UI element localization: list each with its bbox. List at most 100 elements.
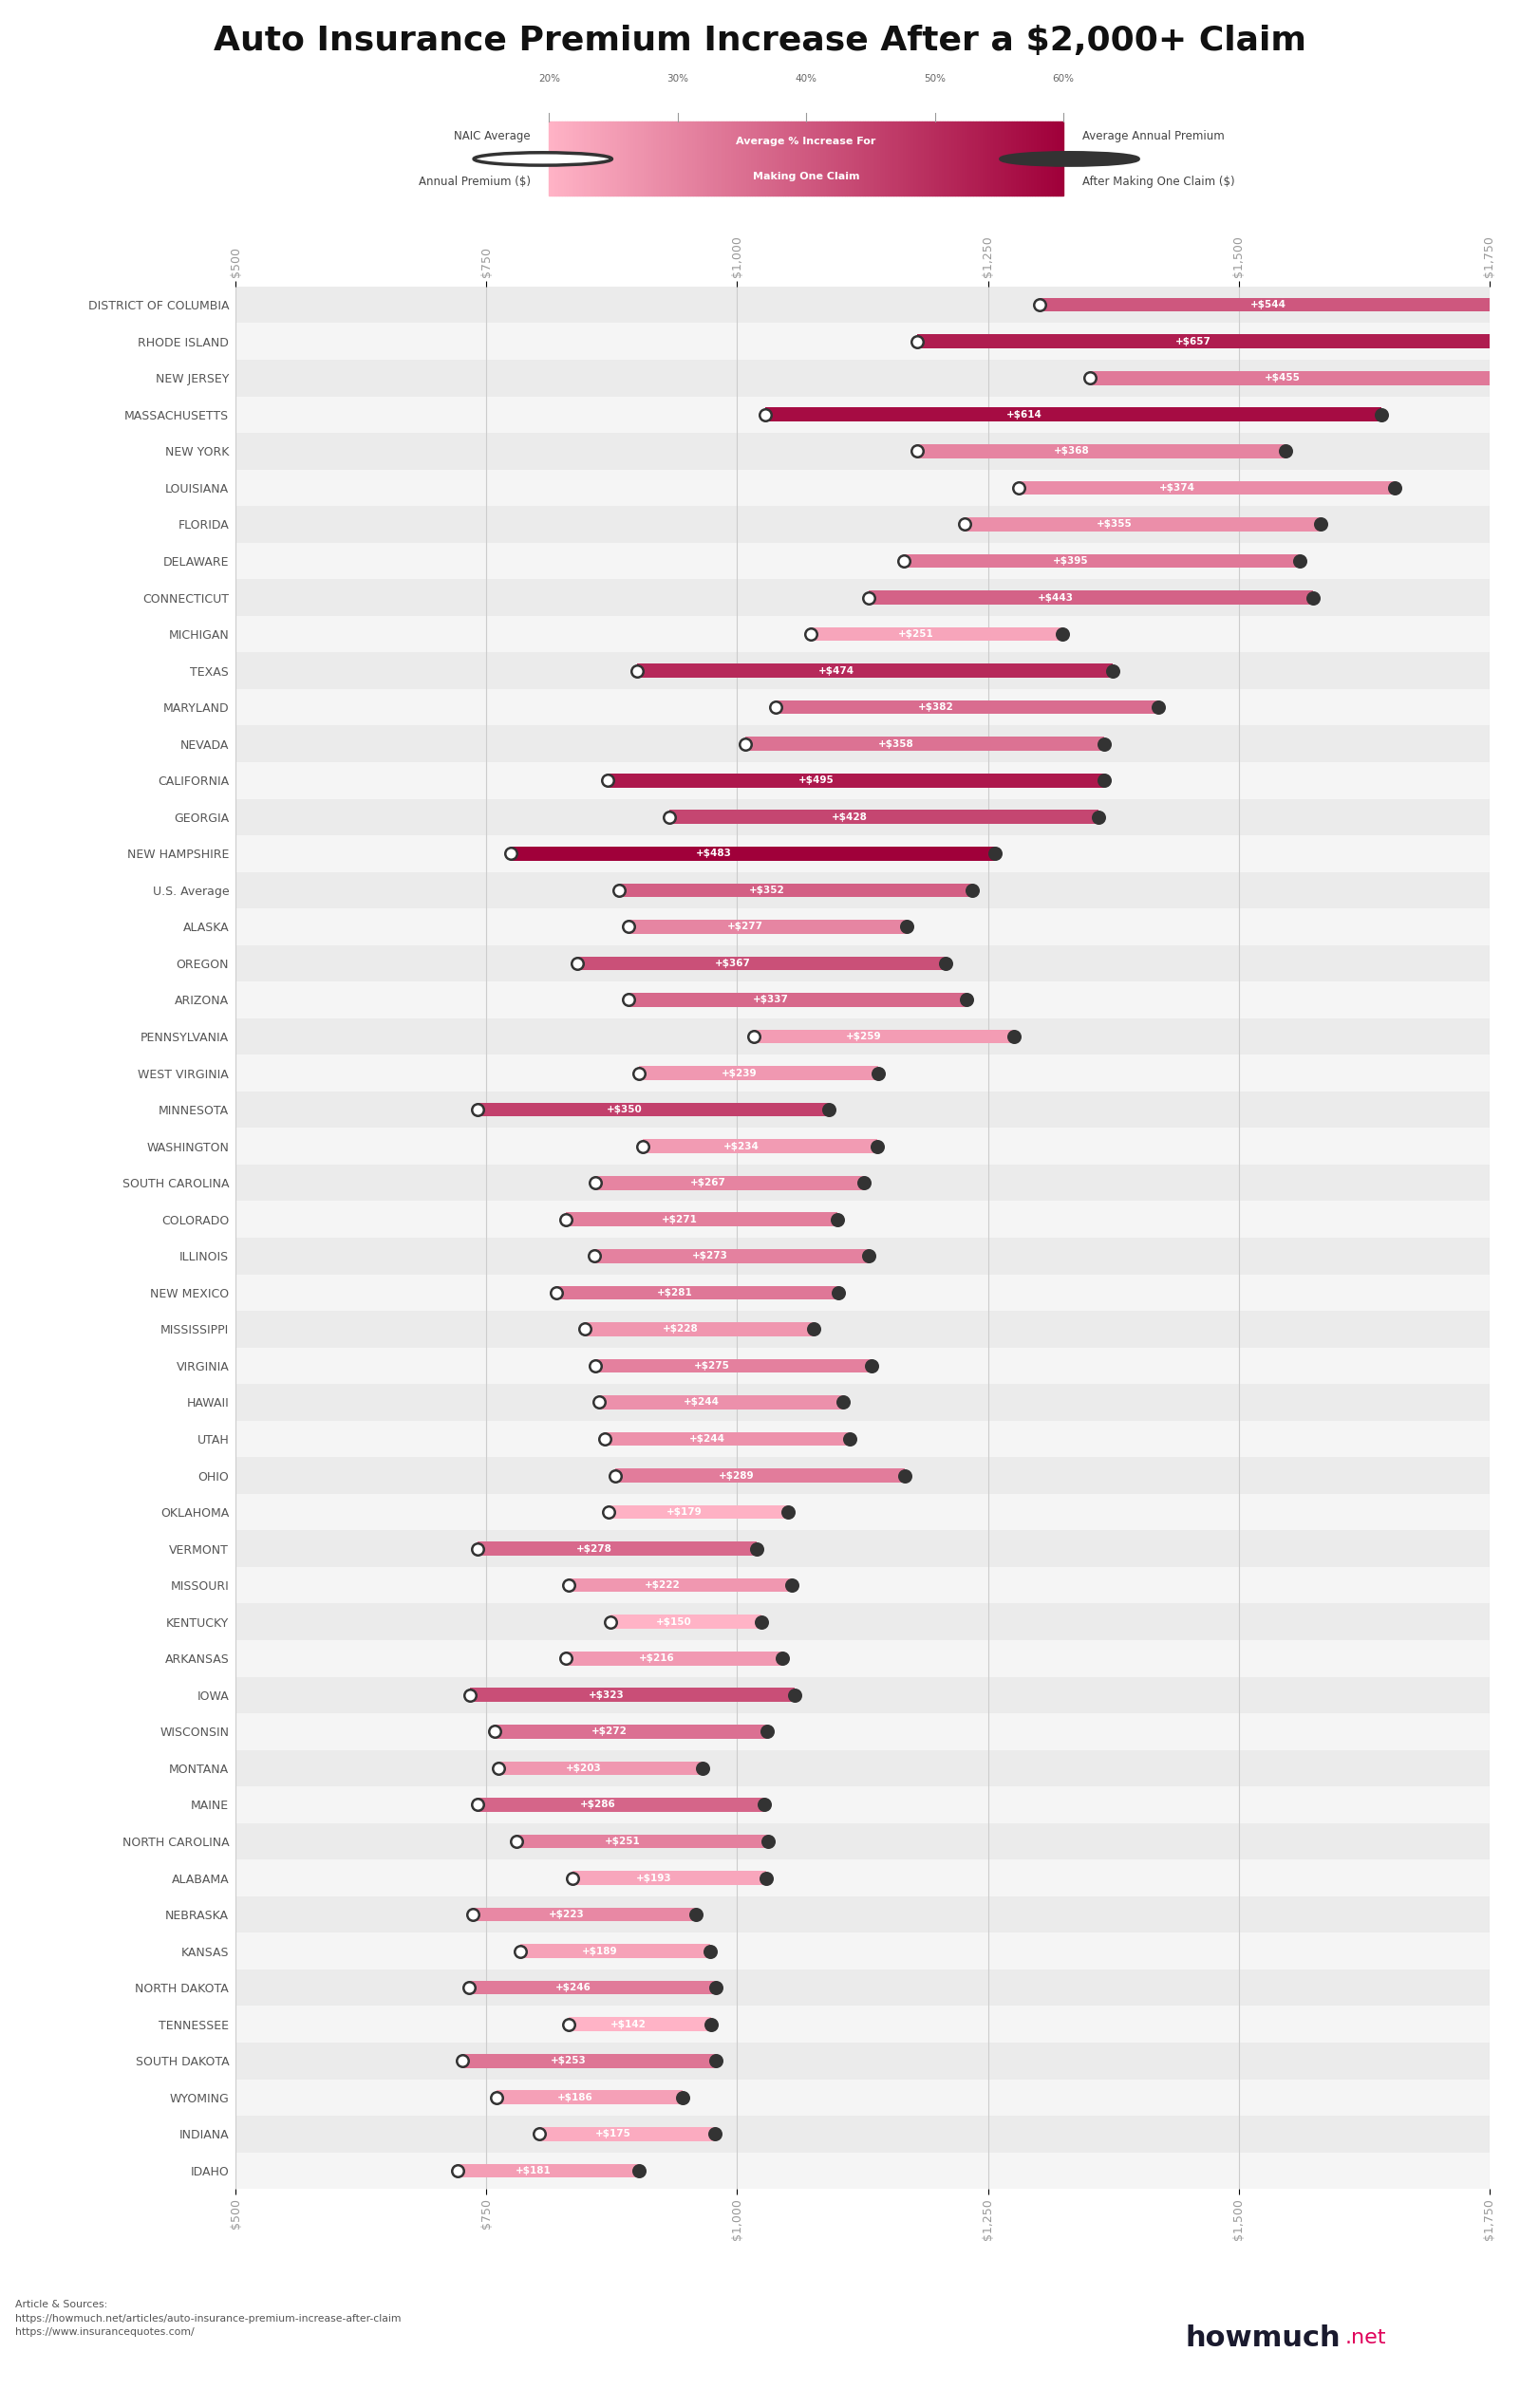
Bar bbox=[904, 123, 906, 195]
Text: +$251: +$251 bbox=[898, 628, 935, 638]
Bar bbox=[599, 1394, 844, 1409]
Bar bbox=[236, 1640, 1490, 1676]
Bar bbox=[236, 1568, 1490, 1604]
Bar bbox=[786, 123, 789, 195]
Bar bbox=[236, 1421, 1490, 1457]
Bar bbox=[568, 1577, 792, 1592]
Bar bbox=[863, 123, 865, 195]
Bar bbox=[701, 123, 704, 195]
Text: Article & Sources:
https://howmuch.net/articles/auto-insurance-premium-increase-: Article & Sources: https://howmuch.net/a… bbox=[15, 2300, 401, 2338]
Bar bbox=[236, 763, 1490, 799]
Bar bbox=[898, 123, 901, 195]
Bar bbox=[236, 1202, 1490, 1238]
Bar bbox=[988, 123, 991, 195]
Bar bbox=[924, 123, 927, 195]
Bar bbox=[958, 123, 961, 195]
Bar bbox=[891, 123, 894, 195]
Text: +$323: +$323 bbox=[588, 1690, 625, 1700]
Bar bbox=[236, 1970, 1490, 2006]
Text: +$455: +$455 bbox=[1265, 373, 1300, 383]
Bar bbox=[637, 123, 638, 195]
Bar bbox=[611, 1616, 762, 1628]
Text: +$246: +$246 bbox=[555, 1982, 591, 1991]
Bar bbox=[746, 123, 749, 195]
Bar bbox=[675, 123, 678, 195]
Bar bbox=[236, 1493, 1490, 1531]
Bar bbox=[236, 1934, 1490, 1970]
Bar bbox=[734, 123, 737, 195]
Bar bbox=[816, 123, 819, 195]
Bar bbox=[749, 123, 752, 195]
Bar bbox=[917, 123, 920, 195]
Text: +$267: +$267 bbox=[690, 1178, 727, 1187]
Bar bbox=[771, 123, 772, 195]
Text: +$277: +$277 bbox=[728, 922, 763, 932]
Text: Average Annual Premium: Average Annual Premium bbox=[1082, 130, 1224, 142]
Bar bbox=[1040, 299, 1520, 311]
Bar bbox=[860, 123, 863, 195]
Bar bbox=[605, 1433, 850, 1445]
Bar bbox=[682, 123, 686, 195]
Bar bbox=[236, 944, 1490, 982]
Text: +$203: +$203 bbox=[565, 1763, 602, 1772]
Bar bbox=[236, 2078, 1490, 2117]
Bar bbox=[623, 123, 626, 195]
Bar bbox=[693, 123, 696, 195]
Bar bbox=[596, 123, 597, 195]
Bar bbox=[631, 123, 634, 195]
Bar bbox=[236, 359, 1490, 397]
Bar bbox=[842, 123, 845, 195]
Text: 50%: 50% bbox=[924, 75, 945, 84]
Bar bbox=[236, 506, 1490, 542]
Text: +$281: +$281 bbox=[657, 1288, 693, 1298]
Bar bbox=[603, 123, 605, 195]
Text: +$189: +$189 bbox=[582, 1946, 619, 1955]
Text: +$337: +$337 bbox=[752, 995, 789, 1004]
Text: +$368: +$368 bbox=[1053, 445, 1090, 455]
Bar bbox=[834, 123, 838, 195]
Bar bbox=[517, 1835, 768, 1849]
Bar bbox=[611, 123, 614, 195]
Bar bbox=[865, 123, 868, 195]
Bar bbox=[1002, 123, 1005, 195]
Bar bbox=[1043, 123, 1046, 195]
Bar bbox=[904, 554, 1300, 568]
Bar bbox=[236, 1165, 1490, 1202]
Bar bbox=[920, 123, 921, 195]
Bar bbox=[657, 123, 660, 195]
Bar bbox=[696, 123, 698, 195]
Text: +$544: +$544 bbox=[1251, 301, 1286, 311]
Bar bbox=[236, 1751, 1490, 1787]
Bar bbox=[622, 123, 623, 195]
Text: +$474: +$474 bbox=[818, 667, 854, 674]
Bar bbox=[664, 123, 667, 195]
Bar bbox=[616, 123, 619, 195]
Bar bbox=[793, 123, 796, 195]
Bar bbox=[917, 443, 1286, 458]
Bar bbox=[610, 1505, 789, 1519]
Bar bbox=[634, 123, 637, 195]
Bar bbox=[582, 123, 585, 195]
Text: +$228: +$228 bbox=[663, 1324, 699, 1334]
Bar bbox=[564, 123, 567, 195]
Bar bbox=[236, 1091, 1490, 1127]
Bar bbox=[567, 123, 570, 195]
Bar bbox=[906, 123, 909, 195]
Text: +$186: +$186 bbox=[556, 2093, 593, 2102]
Text: +$382: +$382 bbox=[918, 703, 955, 713]
Bar bbox=[1053, 123, 1055, 195]
Bar bbox=[778, 123, 780, 195]
Bar bbox=[872, 123, 876, 195]
Bar bbox=[1032, 123, 1035, 195]
Bar bbox=[755, 123, 757, 195]
Text: +$244: +$244 bbox=[684, 1397, 719, 1406]
Bar bbox=[511, 848, 996, 860]
Bar bbox=[236, 323, 1490, 359]
Bar bbox=[562, 123, 564, 195]
Bar bbox=[559, 123, 562, 195]
Bar bbox=[780, 123, 783, 195]
Bar bbox=[608, 123, 611, 195]
Text: +$395: +$395 bbox=[1052, 556, 1088, 566]
Bar bbox=[976, 123, 979, 195]
Bar bbox=[935, 123, 938, 195]
